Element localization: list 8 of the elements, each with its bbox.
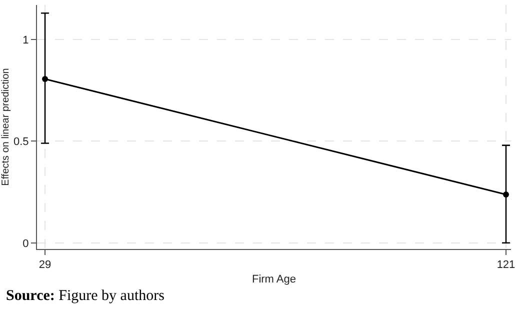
y-tick-label: 0.5 [14, 136, 29, 148]
x-tick-label: 29 [38, 259, 52, 272]
x-tick-label: 121 [496, 259, 516, 272]
x-axis-title: Firm Age [252, 273, 296, 286]
y-tick-label: 0 [22, 238, 29, 250]
y-tick-label: 1 [22, 34, 29, 46]
y-axis-title: Effects on linear prediction [0, 68, 12, 186]
source-note: Source: Figure by authors [6, 288, 165, 304]
